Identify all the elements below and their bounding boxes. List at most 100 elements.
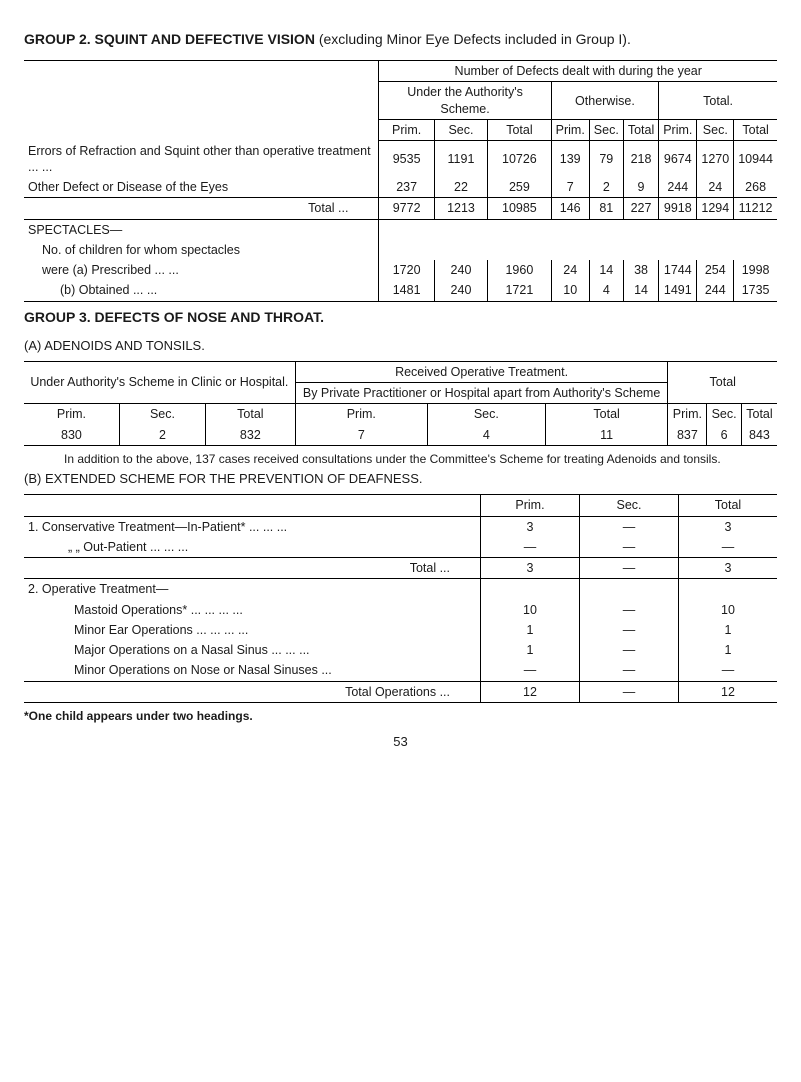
g2-t-v0: 9772 (379, 198, 434, 219)
g3b-r1-1-label: Out-Patient ... ... ... (83, 540, 188, 554)
g3a-hdr-byprivate: By Private Practitioner or Hospital apar… (295, 383, 668, 404)
g2-sub-3: Prim. (551, 119, 589, 140)
g2-t-v4: 81 (589, 198, 623, 219)
g2-s0-v2: 1960 (488, 260, 551, 280)
group2-title-rest: (excluding Minor Eye Defects included in… (315, 31, 631, 47)
g3b-r2-0-label: Mastoid Operations* ... ... ... ... (24, 600, 481, 620)
g2-s1-v0: 1481 (379, 280, 434, 301)
g3b-r2-0-v2: 10 (679, 600, 778, 620)
g3b-r2-2-v0: 1 (481, 640, 580, 660)
g2-sub-1: Sec. (434, 119, 487, 140)
group3a-table: Under Authority's Scheme in Clinic or Ho… (24, 361, 777, 446)
g3a-m0: 7 (295, 425, 427, 446)
g3b-t1-v1: — (580, 558, 679, 579)
g2-s0-v6: 1744 (659, 260, 697, 280)
g3a-r0: 837 (668, 425, 707, 446)
g2-r1-v8: 268 (734, 177, 777, 198)
group3-a-label: (A) ADENOIDS AND TONSILS. (24, 338, 777, 355)
g2-t-v2: 10985 (488, 198, 551, 219)
g2-s1-v4: 4 (589, 280, 623, 301)
g2-s0-v4: 14 (589, 260, 623, 280)
group2-table: Number of Defects dealt with during the … (24, 60, 777, 302)
g3a-r2: 843 (741, 425, 777, 446)
g2-spec-row-1: (b) Obtained ... ... 1481 240 1721 10 4 … (24, 280, 777, 301)
g3b-r2-2-label: Major Operations on a Nasal Sinus ... ..… (24, 640, 481, 660)
g2-t-v8: 11212 (734, 198, 777, 219)
g2-row1-label: Other Defect or Disease of the Eyes (24, 177, 379, 198)
group2-title-bold: GROUP 2. SQUINT AND DEFECTIVE VISION (24, 31, 315, 47)
g3b-t1-v0: 3 (481, 558, 580, 579)
g2-r1-v6: 244 (659, 177, 697, 198)
g3b-c2: Total (679, 495, 778, 516)
g2-t-v3: 146 (551, 198, 589, 219)
g2-s0-v5: 38 (623, 260, 658, 280)
g2-s0-v3: 24 (551, 260, 589, 280)
g2-r1-v7: 24 (697, 177, 734, 198)
g3b-r2-2-v1: — (580, 640, 679, 660)
g3a-r1: 6 (707, 425, 742, 446)
g3b-r1-0-v2: 3 (679, 516, 778, 537)
g3a-sc-6: Prim. (668, 404, 707, 425)
g2-r0-v6: 9674 (659, 141, 697, 178)
g3b-r1-0-v1: — (580, 516, 679, 537)
group2-colgroup-1: Otherwise. (551, 82, 659, 120)
g2-r0-v4: 79 (589, 141, 623, 178)
g3b-c1: Sec. (580, 495, 679, 516)
g3b-r2-0-v1: — (580, 600, 679, 620)
g2-s1-v7: 244 (697, 280, 734, 301)
g3a-sc-8: Total (741, 404, 777, 425)
g2-r1-v2: 259 (488, 177, 551, 198)
group3b-table: Prim. Sec. Total 1. Conservative Treatme… (24, 494, 777, 703)
group2-colgroup-2: Total. (659, 82, 777, 120)
g3b-t2-v0: 12 (481, 681, 580, 702)
group3-note: In addition to the above, 137 cases rece… (24, 452, 777, 468)
group3-b-label: (B) EXTENDED SCHEME FOR THE PREVENTION O… (24, 471, 777, 488)
g2-s0-v0: 1720 (379, 260, 434, 280)
g3a-sc-4: Sec. (427, 404, 545, 425)
g2-r1-v5: 9 (623, 177, 658, 198)
g3b-r1-1-v1: — (580, 537, 679, 558)
g3b-total2-label: Total Operations ... (24, 681, 481, 702)
g3b-r2-1-label: Minor Ear Operations ... ... ... ... (24, 620, 481, 640)
g2-sub-5: Total (623, 119, 658, 140)
g2-r0-v0: 9535 (379, 141, 434, 178)
g2-s1-v6: 1491 (659, 280, 697, 301)
g3b-r2-2-v2: 1 (679, 640, 778, 660)
g2-sub-0: Prim. (379, 119, 434, 140)
g2-sub-2: Total (488, 119, 551, 140)
g2-s0-v7: 254 (697, 260, 734, 280)
g2-sub-6: Prim. (659, 119, 697, 140)
g3a-sc-3: Prim. (295, 404, 427, 425)
g3b-r1-0-v0: 3 (481, 516, 580, 537)
g3a-hdr-received: Received Operative Treatment. (295, 361, 668, 382)
g3b-r2-3-v1: — (580, 660, 679, 681)
group2-superheader: Number of Defects dealt with during the … (379, 61, 777, 82)
page-number: 53 (24, 734, 777, 751)
g2-r0-v2: 10726 (488, 141, 551, 178)
g3a-m2: 11 (545, 425, 668, 446)
g2-r1-v1: 22 (434, 177, 487, 198)
g3a-hdr-under: Under Authority's Scheme in Clinic or Ho… (24, 361, 295, 404)
g3b-r1-0-label: In-Patient* ... ... ... (187, 520, 287, 534)
g2-spec0-label: were (a) Prescribed ... ... (24, 260, 379, 280)
g2-row0-label: Errors of Refraction and Squint other th… (24, 141, 379, 178)
group3-title: GROUP 3. DEFECTS OF NOSE AND THROAT. (24, 308, 777, 326)
g2-spectacles-heading: SPECTACLES— (24, 219, 379, 240)
g3b-t2-v1: — (580, 681, 679, 702)
g3b-t1-v2: 3 (679, 558, 778, 579)
g2-row-1: Other Defect or Disease of the Eyes 237 … (24, 177, 777, 198)
g2-r0-v3: 139 (551, 141, 589, 178)
g3a-sc-5: Total (545, 404, 668, 425)
g2-total-row: Total ... 9772 1213 10985 146 81 227 991… (24, 198, 777, 219)
g3b-sec1-title: 1. Conservative Treatment— (28, 520, 187, 534)
g2-r0-v1: 1191 (434, 141, 487, 178)
g2-t-v6: 9918 (659, 198, 697, 219)
g2-s1-v5: 14 (623, 280, 658, 301)
g2-sub-8: Total (734, 119, 777, 140)
g3a-l1: 2 (119, 425, 205, 446)
g3b-r1-1-v0: — (481, 537, 580, 558)
g3a-sc-1: Sec. (119, 404, 205, 425)
g3b-r1-1-v2: — (679, 537, 778, 558)
g3b-r2-0-v0: 10 (481, 600, 580, 620)
g3b-r1-1-prefix: „ „ (28, 540, 83, 554)
